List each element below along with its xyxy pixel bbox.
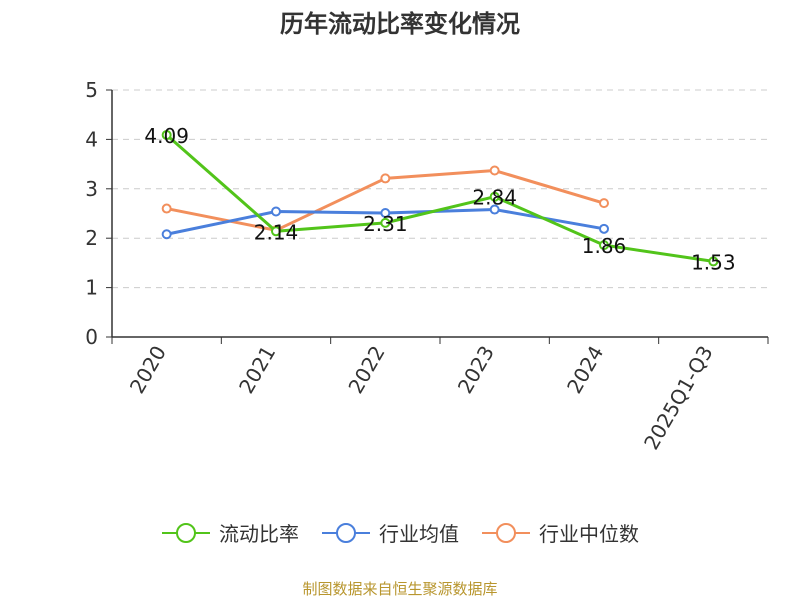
data-label: 1.86 [582,234,627,258]
data-label: 2.84 [472,186,517,210]
legend-label: 行业中位数 [539,522,639,546]
data-label: 1.53 [691,250,736,274]
data-point [380,173,391,184]
data-point [161,129,172,140]
y-tick-label: 3 [85,177,98,201]
data-point [489,191,500,202]
x-tick-label: 2024 [562,342,608,398]
y-tick-label: 1 [85,276,98,300]
data-point [599,198,609,209]
data-point [599,223,609,234]
legend-symbol-icon [162,522,210,543]
data-point [271,206,281,217]
data-point [161,203,172,214]
legend-item[interactable]: 行业均值 [321,518,459,547]
data-point [380,217,391,228]
data-point [489,165,500,176]
chart-title: 历年流动比率变化情况 [280,10,520,38]
legend-label: 流动比率 [219,522,299,546]
legend-label: 行业均值 [379,522,459,546]
y-tick-label: 4 [85,127,98,151]
legend[interactable]: 流动比率 行业均值 行业中位数 [0,518,800,547]
legend-item[interactable]: 流动比率 [161,518,299,547]
source-note: 制图数据来自恒生聚源数据库 [302,580,498,598]
data-point [489,204,500,215]
data-point [271,226,281,237]
data-label: 4.09 [144,124,189,148]
x-tick-label: 2022 [343,342,389,398]
y-tick-label: 0 [85,325,98,349]
legend-item[interactable]: 行业中位数 [481,518,639,547]
series-line [165,133,714,263]
data-point [161,229,172,240]
data-point [599,240,609,251]
data-label: 2.14 [254,220,299,244]
x-tick-label: 2025Q1-Q3 [639,342,718,454]
x-tick-label: 2023 [453,341,499,397]
y-tick-label: 2 [85,226,98,250]
x-tick-label: 2020 [125,342,171,398]
x-tick-label: 2021 [234,342,280,398]
data-point [708,256,719,267]
y-tick-label: 5 [85,78,98,102]
data-label: 2.31 [363,212,408,236]
legend-symbol-icon [482,522,530,543]
legend-symbol-icon [322,522,370,543]
data-point [380,208,391,219]
